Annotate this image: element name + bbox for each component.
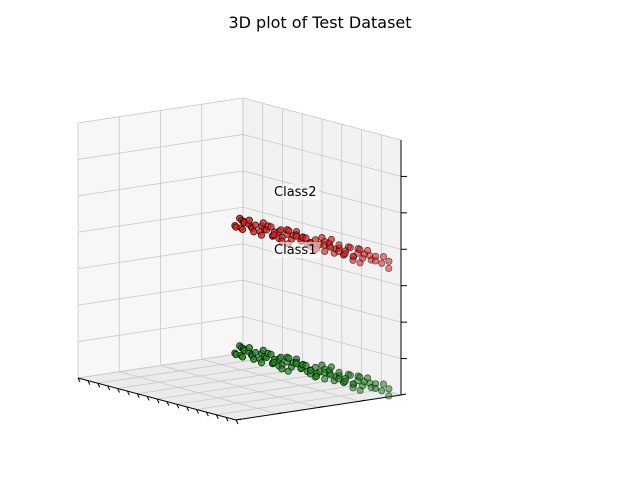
data-point-class1 [285, 227, 293, 235]
y-gridline-floor [119, 371, 278, 415]
point-label-class1: Class1 [274, 243, 316, 258]
data-point-class2 [356, 373, 364, 381]
data-point-class1 [341, 250, 349, 258]
z-gridline-back [242, 243, 402, 287]
x-tick [136, 393, 140, 398]
axis-lines [77, 140, 407, 425]
data-point-class1 [346, 244, 354, 252]
x-tick [196, 409, 199, 414]
data-point-class2 [285, 354, 293, 362]
x-tick [225, 417, 229, 422]
data-point-class1 [371, 257, 379, 265]
y-tick [359, 399, 365, 402]
data-point-class2 [385, 385, 393, 393]
data-point-class2 [385, 392, 393, 400]
y-tick [318, 406, 324, 408]
data-point-class2 [245, 344, 253, 352]
y-gridline-floor [201, 358, 360, 402]
x-tick [215, 414, 219, 419]
y-tick [400, 393, 407, 396]
z-gridline-back [242, 134, 402, 177]
x-tick [126, 390, 130, 396]
data-point-class2 [277, 353, 285, 361]
data-point-class2 [379, 380, 388, 388]
data-point-class2 [335, 368, 343, 376]
data-point-class2 [251, 348, 260, 357]
data-point-class1 [349, 256, 357, 264]
point-label-class2: Class2 [274, 185, 316, 200]
z-gridline-back [242, 170, 402, 214]
data-point-class2 [327, 363, 335, 371]
x-tick [176, 404, 180, 409]
x-tick [235, 419, 239, 425]
data-point-class2 [378, 387, 386, 395]
x-tick [205, 411, 209, 417]
x-tick [77, 377, 81, 383]
data-point-class1 [270, 231, 278, 239]
x-tick [146, 396, 150, 401]
chart-title: 3D plot of Test Dataset [228, 13, 412, 32]
x-tick [107, 385, 111, 391]
data-point-class1 [327, 235, 335, 244]
x-tick [186, 406, 190, 412]
data-points [231, 214, 393, 400]
x-tick [117, 388, 120, 393]
data-point-class1 [245, 216, 253, 224]
data-point-class1 [379, 253, 388, 261]
data-point-class2 [257, 359, 266, 367]
data-point-class2 [321, 375, 329, 383]
data-point-class2 [349, 384, 357, 392]
z-gridline-back [242, 206, 402, 250]
point-label-bg [272, 242, 320, 258]
data-point-class1 [239, 225, 247, 234]
z-gridline-back [242, 316, 402, 359]
data-point-class2 [341, 377, 349, 385]
data-point-class1 [321, 247, 329, 255]
data-point-class1 [378, 259, 386, 267]
data-point-class1 [251, 221, 260, 229]
data-point-class2 [239, 353, 247, 361]
data-point-class1 [356, 246, 364, 254]
x-tick [166, 401, 170, 406]
data-point-class1 [335, 241, 343, 249]
z-gridline-back [242, 279, 402, 323]
data-point-class2 [371, 384, 379, 392]
data-point-class2 [270, 358, 278, 366]
x-tick [97, 383, 101, 388]
data-point-class1 [267, 223, 275, 231]
data-point-class2 [346, 371, 354, 379]
z-gridline-back [242, 97, 402, 141]
point-labels: Class2 Class1 [272, 184, 320, 258]
x-tick [87, 380, 91, 385]
data-point-class1 [385, 264, 393, 272]
data-point-class2 [267, 350, 275, 358]
y-tick [235, 418, 242, 421]
y-tick [277, 412, 283, 415]
data-point-class1 [385, 257, 393, 265]
y-gridline-floor [160, 365, 319, 408]
x-tick [156, 398, 160, 404]
data-point-class1 [257, 231, 266, 239]
data-point-class1 [250, 228, 258, 236]
point-label-bg [272, 184, 320, 200]
data-point-class2 [278, 365, 286, 373]
data-point-class2 [250, 355, 258, 363]
data-point-class1 [277, 226, 285, 234]
